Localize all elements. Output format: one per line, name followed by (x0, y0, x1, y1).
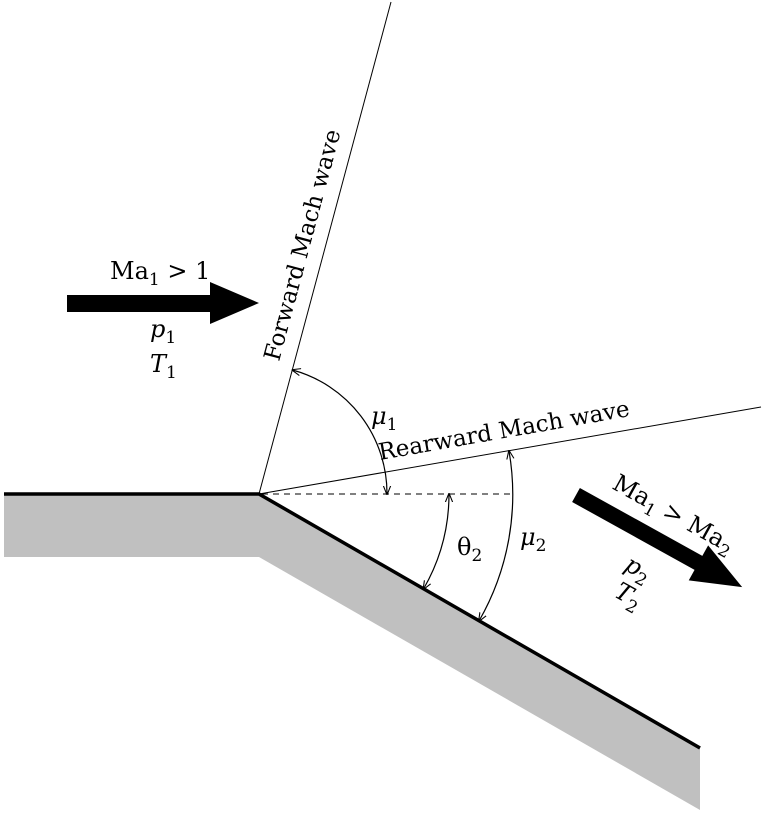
wall-body (4, 494, 700, 810)
upstream-temperature-label: T1 (150, 350, 177, 383)
mu1-label: μ1 (371, 402, 397, 435)
rearward-mach-wave-label: Rearward Mach wave (377, 396, 632, 466)
theta2-label: θ2 (457, 533, 482, 566)
downstream-mach-label: Ma1 > Ma2 (606, 469, 740, 563)
upstream-mach-label: Ma1 > 1 (110, 257, 210, 290)
forward-mach-wave-line (258, 1, 392, 495)
mu1-angle-arc (293, 370, 388, 494)
theta2-angle-arc (424, 494, 450, 589)
mu2-label: μ2 (520, 523, 546, 556)
mu2-angle-arc (479, 451, 513, 621)
downstream-flow-arrow (572, 488, 743, 588)
upstream-flow-arrow (67, 282, 259, 324)
upstream-pressure-label: p1 (150, 315, 176, 348)
